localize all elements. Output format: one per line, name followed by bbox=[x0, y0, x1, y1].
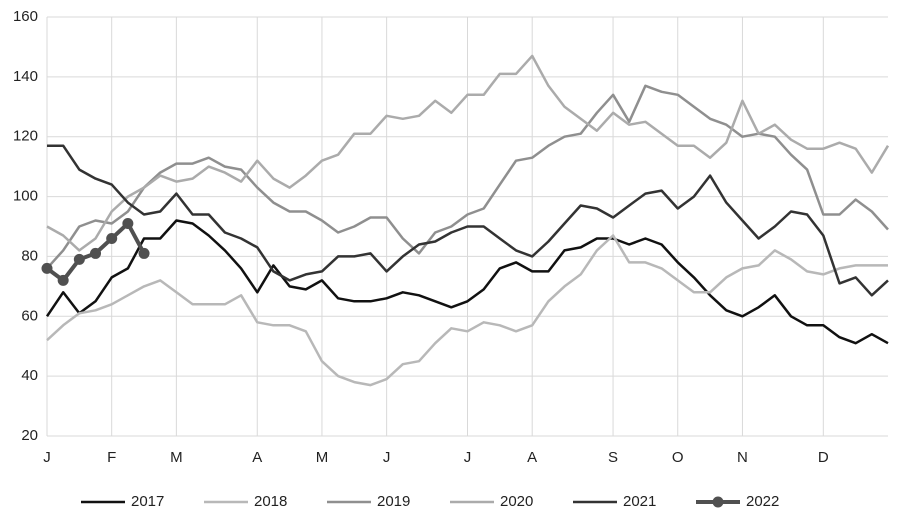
point-marker bbox=[73, 253, 85, 265]
x-tick-label: J bbox=[464, 449, 472, 466]
x-tick-label: J bbox=[43, 449, 51, 466]
x-tick-label: M bbox=[170, 449, 183, 466]
series-line bbox=[47, 144, 889, 297]
y-tick-label: 20 bbox=[21, 427, 38, 444]
x-tick-label: A bbox=[252, 449, 262, 466]
x-tick-label: O bbox=[672, 449, 684, 466]
legend-label: 2017 bbox=[131, 493, 164, 510]
legend-label: 2021 bbox=[623, 493, 656, 510]
series-line bbox=[46, 234, 888, 387]
legend-label: 2022 bbox=[746, 493, 779, 510]
x-tick-label: F bbox=[107, 449, 116, 466]
y-tick-label: 40 bbox=[21, 367, 38, 384]
point-marker bbox=[138, 247, 150, 259]
x-tick-label: N bbox=[737, 449, 748, 466]
point-marker bbox=[122, 218, 134, 230]
x-tick-label: M bbox=[316, 449, 329, 466]
legend-label: 2018 bbox=[254, 493, 287, 510]
y-tick-label: 80 bbox=[21, 247, 38, 264]
point-marker bbox=[106, 232, 118, 244]
legend-label: 2020 bbox=[500, 493, 533, 510]
legend-marker bbox=[712, 496, 724, 508]
legend-label: 2019 bbox=[377, 493, 410, 510]
y-tick-label: 100 bbox=[13, 188, 38, 205]
y-tick-label: 160 bbox=[13, 8, 38, 25]
x-tick-label: S bbox=[608, 449, 618, 466]
point-marker bbox=[41, 262, 53, 274]
point-marker bbox=[90, 247, 102, 259]
series-line bbox=[46, 84, 889, 270]
y-tick-label: 140 bbox=[13, 68, 38, 85]
y-tick-label: 60 bbox=[21, 307, 38, 324]
point-marker bbox=[57, 274, 69, 286]
series-line bbox=[46, 54, 890, 252]
x-tick-label: J bbox=[383, 449, 391, 466]
y-tick-label: 120 bbox=[13, 128, 38, 145]
series-line bbox=[45, 219, 889, 345]
x-tick-label: A bbox=[527, 449, 537, 466]
x-tick-label: D bbox=[818, 449, 829, 466]
